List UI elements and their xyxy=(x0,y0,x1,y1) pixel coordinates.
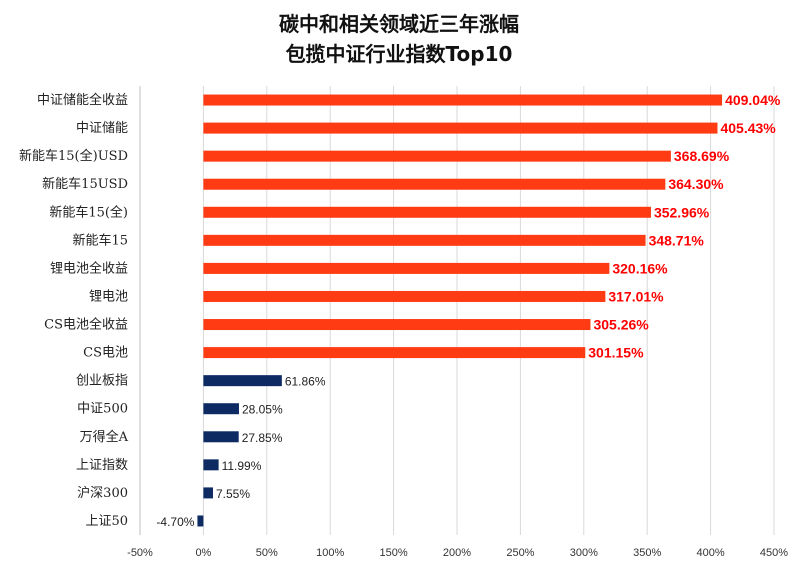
data-label: 409.04% xyxy=(725,92,781,108)
bar xyxy=(197,515,204,527)
bar xyxy=(203,206,651,218)
category-label: 中证500 xyxy=(77,402,128,417)
category-label: 锂电池全收益 xyxy=(50,260,128,276)
bar xyxy=(203,347,586,359)
x-tick-label: 350% xyxy=(633,547,661,559)
bar xyxy=(203,431,239,443)
bar xyxy=(203,319,591,331)
x-tick-label: 400% xyxy=(697,547,725,559)
x-tick-label: 300% xyxy=(570,547,598,559)
data-label: 301.15% xyxy=(588,345,644,361)
category-label: 中证储能 xyxy=(76,121,128,136)
bar xyxy=(203,150,671,162)
category-label: 新能车15(全)USD xyxy=(19,148,128,164)
data-label: 28.05% xyxy=(242,403,283,417)
data-label: 320.16% xyxy=(612,260,668,276)
data-label: 27.85% xyxy=(242,431,283,445)
bar xyxy=(203,262,610,274)
category-label: 中证储能全收益 xyxy=(37,92,128,108)
category-label: 新能车15USD xyxy=(42,176,128,192)
chart-title: 碳中和相关领域近三年涨幅 xyxy=(279,12,519,36)
x-tick-label: -50% xyxy=(127,547,153,559)
bar xyxy=(203,375,282,387)
data-label: 364.30% xyxy=(668,176,724,192)
bar xyxy=(203,290,606,302)
chart-subtitle: 包揽中证行业指数Top10 xyxy=(285,42,513,66)
bar xyxy=(203,94,723,106)
x-tick-label: 450% xyxy=(760,547,788,559)
category-label: 创业板指 xyxy=(76,374,128,389)
x-tick-label: 50% xyxy=(256,547,278,559)
data-label: 348.71% xyxy=(649,232,705,248)
data-label: 11.99% xyxy=(222,459,262,473)
category-label: 锂电池 xyxy=(89,289,128,304)
data-label: -4.70% xyxy=(156,515,194,529)
category-label: 沪深300 xyxy=(77,485,128,501)
bar xyxy=(203,403,239,415)
data-label: 61.86% xyxy=(285,375,326,389)
x-tick-label: 200% xyxy=(443,547,471,559)
category-label: 万得全A xyxy=(80,429,129,445)
data-label: 305.26% xyxy=(593,317,649,333)
x-tick-label: 150% xyxy=(380,547,408,559)
x-tick-label: 0% xyxy=(195,547,211,559)
bar xyxy=(203,234,646,246)
x-tick-label: 250% xyxy=(506,547,534,559)
bar xyxy=(203,178,666,190)
bar xyxy=(203,122,718,134)
bar xyxy=(203,487,213,499)
category-label: 新能车15 xyxy=(72,232,128,248)
x-tick-label: 100% xyxy=(316,547,344,559)
category-label: CS电池 xyxy=(83,346,128,361)
data-label: 317.01% xyxy=(608,288,664,304)
category-label: CS电池全收益 xyxy=(44,317,128,333)
category-label: 新能车15(全) xyxy=(49,204,128,220)
data-label: 405.43% xyxy=(720,120,776,136)
data-label: 352.96% xyxy=(654,204,710,220)
data-label: 368.69% xyxy=(674,148,730,164)
data-label: 7.55% xyxy=(216,487,250,501)
category-label: 上证指数 xyxy=(76,458,128,473)
bar xyxy=(203,459,219,471)
category-label: 上证50 xyxy=(85,514,128,529)
